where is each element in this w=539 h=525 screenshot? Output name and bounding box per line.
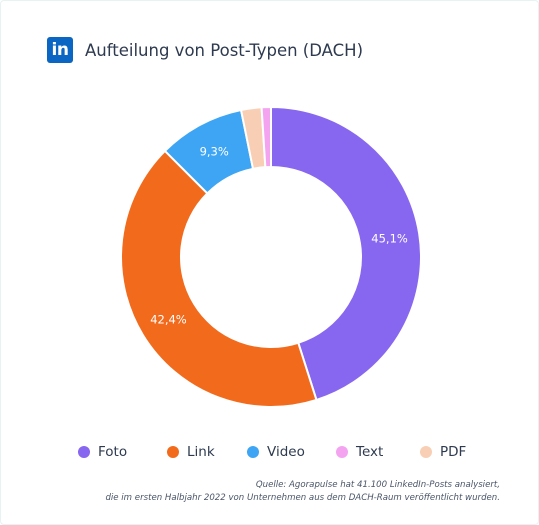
source-line-2: die im ersten Halbjahr 2022 von Unterneh… [105,493,500,503]
legend-item-video: Video [247,442,305,462]
legend-item-text: Text [336,442,383,462]
chart-header: in Aufteilung von Post-Typen (DACH) [47,37,363,63]
legend-item-pdf: PDF [420,442,466,462]
legend-swatch-foto [78,446,90,458]
data-label-link: 42,4% [150,312,187,326]
data-label-video: 9,3% [200,144,229,158]
legend-item-link: Link [167,442,215,462]
source-line-1: Quelle: Agorapulse hat 41.100 LinkedIn-P… [255,480,500,490]
data-label-foto: 45,1% [371,232,408,246]
legend-swatch-link [167,446,179,458]
linkedin-logo-icon: in [47,37,73,63]
legend-swatch-pdf [420,446,432,458]
slice-foto [270,105,422,402]
slice-link [120,149,318,408]
source-note: Quelle: Agorapulse hat 41.100 LinkedIn-P… [105,479,500,505]
legend-label-video: Video [267,444,305,460]
chart-legend: Foto Link Video Text PDF [1,442,539,462]
legend-label-link: Link [187,444,215,460]
legend-label-text: Text [356,444,384,460]
legend-label-foto: Foto [98,444,128,460]
legend-item-foto: Foto [78,442,127,462]
slice-text [260,105,272,169]
legend-swatch-text [336,446,348,458]
legend-swatch-video [247,446,259,458]
legend-label-pdf: PDF [440,444,467,460]
chart-title: Aufteilung von Post-Typen (DACH) [85,40,364,60]
